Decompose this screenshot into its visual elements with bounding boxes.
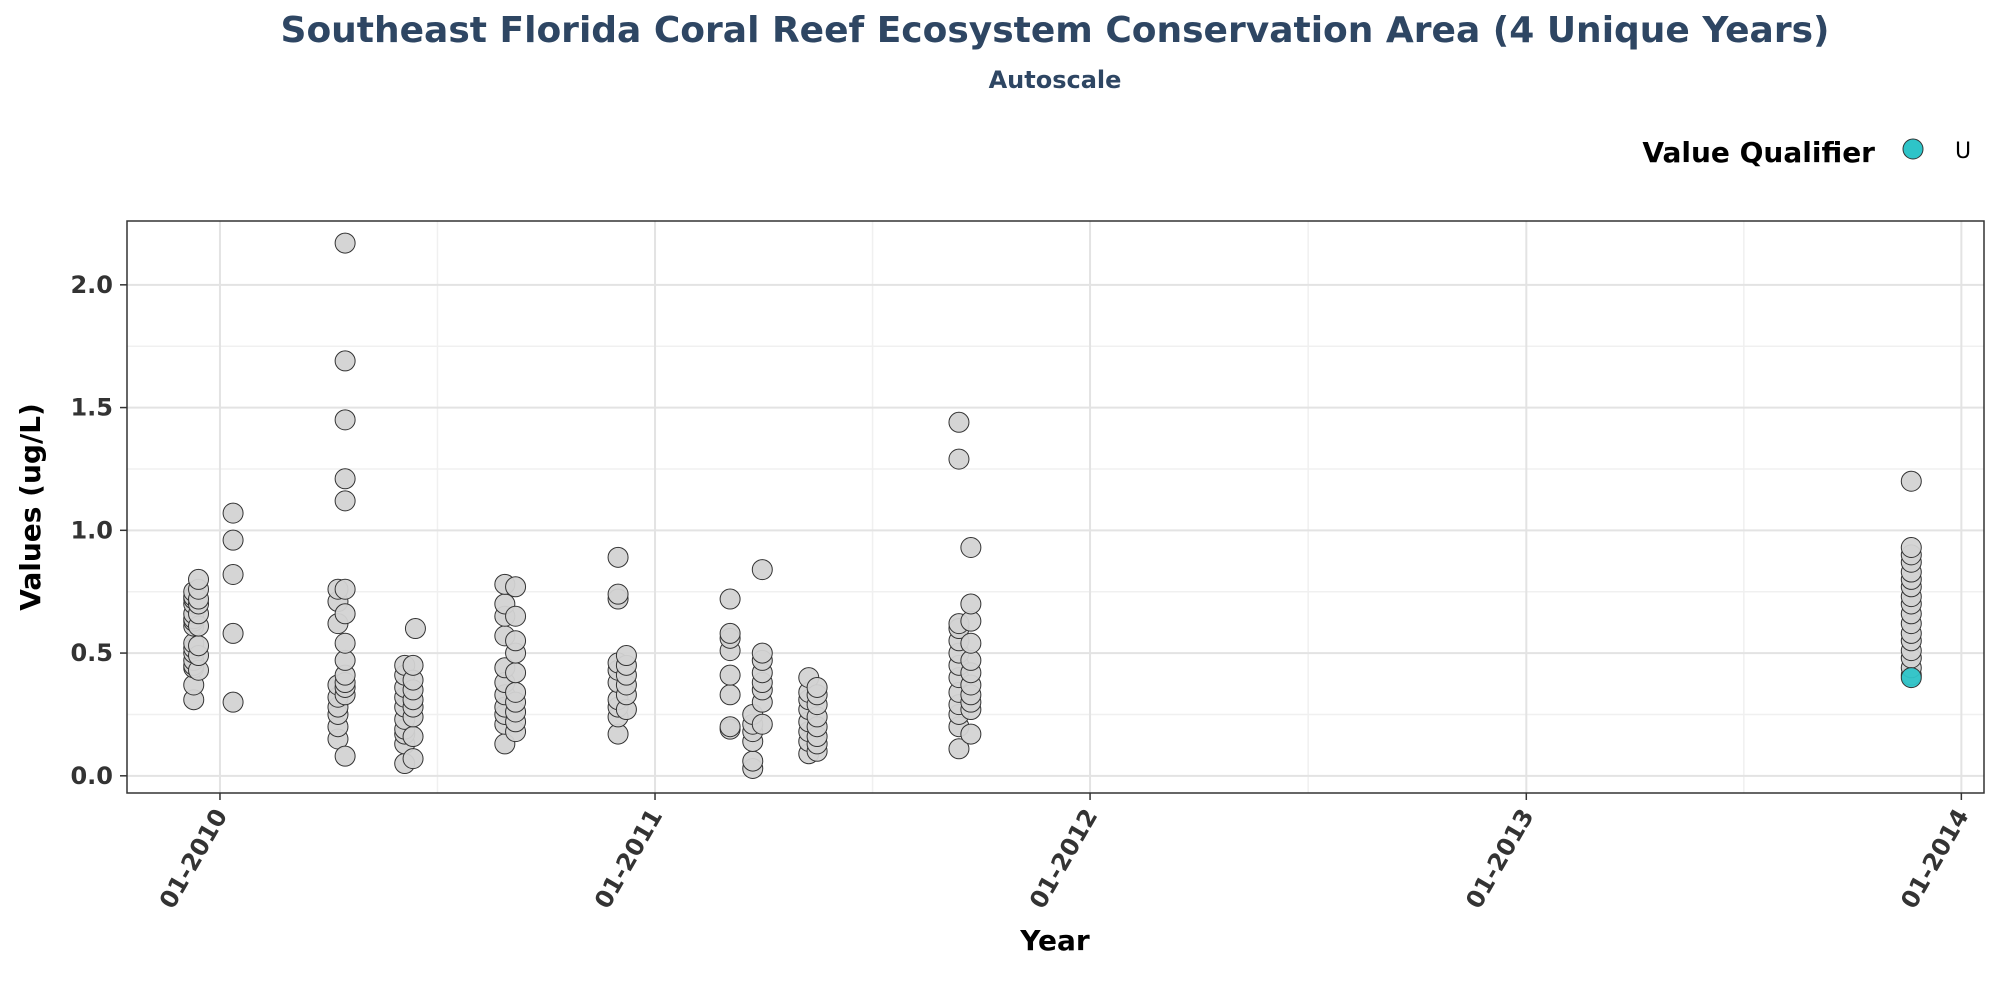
data-point [505,681,527,703]
data-point [607,546,629,568]
data-point [334,745,356,767]
y-tick-label: 1.5 [70,394,113,422]
data-point [960,593,982,615]
data-point [960,537,982,559]
data-point [742,750,764,772]
data-point [751,642,773,664]
data-point [334,603,356,625]
data-point [188,568,210,590]
x-tick-label: 01-2010 [154,804,233,913]
data-point [222,622,244,644]
data-point [402,726,424,748]
data-point [505,630,527,652]
data-point [222,564,244,586]
data-points [183,232,1922,779]
data-point [948,448,970,470]
y-tick-label: 1.0 [70,516,113,544]
legend-swatch-u [1902,138,1924,160]
y-tick-label: 0.5 [70,639,113,667]
plot-grid [127,221,1984,793]
data-point [719,684,741,706]
data-point [188,635,210,657]
y-axis-title: Values (ug/L) [14,403,47,611]
data-point [334,350,356,372]
data-point [505,662,527,684]
data-point [948,411,970,433]
data-point [505,605,527,627]
data-point [222,529,244,551]
data-point [607,583,629,605]
x-tick-label: 01-2014 [1895,804,1974,913]
y-tick-label: 2.0 [70,271,113,299]
data-point [334,632,356,654]
data-point [719,716,741,738]
data-point [404,618,426,640]
plot-panel [126,220,1985,794]
data-point [615,645,637,667]
data-point [222,502,244,524]
data-point [948,738,970,760]
x-tick-label: 01-2011 [589,804,668,913]
data-point [960,723,982,745]
data-point [806,676,828,698]
y-tick-label: 0.0 [70,762,113,790]
data-point [402,748,424,770]
data-point [222,691,244,713]
data-point [1900,537,1922,559]
data-point [334,468,356,490]
data-point [1900,470,1922,492]
data-point [505,576,527,598]
data-point [719,664,741,686]
chart-subtitle: Autoscale [989,66,1122,94]
data-point [719,588,741,610]
data-point-qualifier-u [1900,667,1922,689]
data-point [334,232,356,254]
legend-label-u: U [1955,139,1971,164]
data-point [751,713,773,735]
data-point [960,632,982,654]
x-tick-label: 01-2012 [1024,804,1103,913]
data-point [751,559,773,581]
legend-title: Value Qualifier [1642,136,1875,169]
data-point [334,409,356,431]
data-point [334,578,356,600]
x-axis-title: Year [1019,924,1090,957]
data-point [334,490,356,512]
x-tick-label: 01-2013 [1460,804,1539,913]
chart-title: Southeast Florida Coral Reef Ecosystem C… [281,10,1830,51]
data-point [402,654,424,676]
legend: Value Qualifier U [1642,136,1971,169]
data-point [719,622,741,644]
